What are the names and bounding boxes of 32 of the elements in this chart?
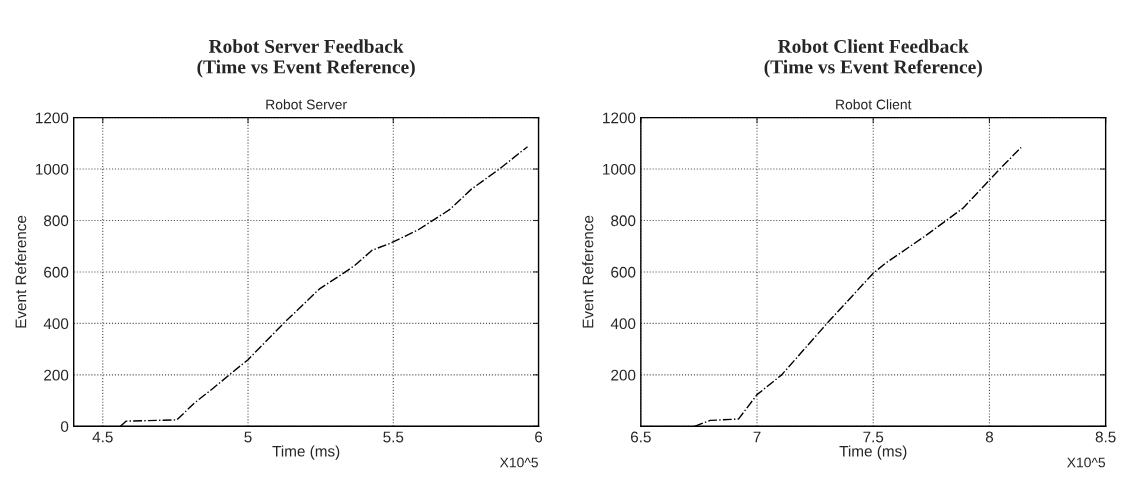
chart-subtitle: Robot Server — [266, 99, 347, 110]
y-tick-label: 800 — [44, 215, 69, 227]
x-tick-label: 4.5 — [92, 431, 113, 443]
y-tick-label: 1000 — [603, 163, 636, 175]
y-axis-title: Event Reference — [582, 215, 594, 328]
y-tick-label: 800 — [611, 215, 636, 227]
x-tick-label: 7 — [753, 431, 761, 443]
y-axis-title: Event Reference — [15, 215, 27, 328]
y-tick-label: 200 — [611, 369, 636, 381]
chart-title: Robot Client Feedback (Time vs Event Reference) — [764, 39, 982, 78]
y-tick-label: 400 — [610, 318, 636, 330]
y-tick-label: 200 — [44, 369, 69, 381]
y-tick-label: 400 — [43, 318, 69, 330]
y-tick-label: 1200 — [36, 112, 69, 124]
text: X10^5 — [499, 457, 538, 468]
y-tick-label: 0 — [60, 421, 69, 432]
text: X10^5 — [1067, 457, 1106, 468]
x-tick-label: 5 — [244, 431, 252, 443]
x-tick-label: 5.5 — [383, 431, 404, 443]
x-tick-label: 7.5 — [863, 431, 884, 443]
chart-subtitle: Robot Client — [836, 99, 912, 110]
chart-title: Robot Server Feedback (Time vs Event Reference) — [197, 39, 415, 78]
y-tick-label: 1200 — [603, 112, 636, 124]
y-tick-label: 600 — [44, 266, 69, 278]
x-tick-label: 8 — [985, 431, 994, 443]
x-tick-label: 8.5 — [1095, 431, 1116, 443]
y-tick-label: 1000 — [36, 163, 69, 175]
x-tick-label: 6 — [535, 431, 543, 443]
x-tick-label: 6.5 — [630, 431, 651, 443]
y-tick-label: 600 — [611, 266, 636, 278]
x-axis-title: Time (ms) — [272, 445, 340, 460]
x-axis-title: Time (ms) — [839, 445, 907, 460]
